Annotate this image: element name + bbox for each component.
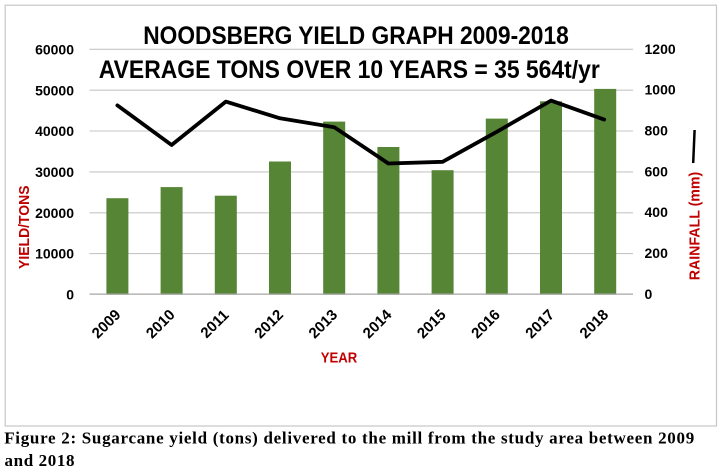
svg-text:10000: 10000 — [35, 246, 74, 262]
svg-text:50000: 50000 — [35, 82, 74, 98]
svg-text:20000: 20000 — [35, 205, 74, 221]
svg-text:600: 600 — [645, 163, 669, 179]
svg-text:1000: 1000 — [645, 82, 676, 98]
svg-text:NOODSBERG YIELD GRAPH 2009-201: NOODSBERG YIELD GRAPH 2009-2018 — [143, 22, 569, 50]
svg-text:Figure 2: Sugarcane yield (ton: Figure 2: Sugarcane yield (tons) deliver… — [4, 429, 694, 448]
svg-text:and 2018: and 2018 — [5, 451, 75, 470]
svg-text:200: 200 — [645, 245, 669, 261]
svg-text:0: 0 — [645, 286, 653, 302]
svg-text:YEAR: YEAR — [321, 349, 358, 366]
svg-text:AVERAGE TONS OVER 10 YEARS = 3: AVERAGE TONS OVER 10 YEARS = 35 564t/yr — [99, 56, 600, 84]
svg-text:800: 800 — [645, 123, 669, 139]
svg-text:60000: 60000 — [35, 42, 74, 58]
svg-text:400: 400 — [645, 204, 669, 220]
svg-text:30000: 30000 — [35, 164, 74, 180]
svg-text:0: 0 — [66, 287, 74, 303]
svg-text:40000: 40000 — [35, 123, 74, 139]
svg-text:YIELD/TONS: YIELD/TONS — [16, 185, 33, 269]
svg-text:RAINFALL (mm): RAINFALL (mm) — [686, 172, 703, 281]
svg-text:1200: 1200 — [645, 41, 676, 57]
